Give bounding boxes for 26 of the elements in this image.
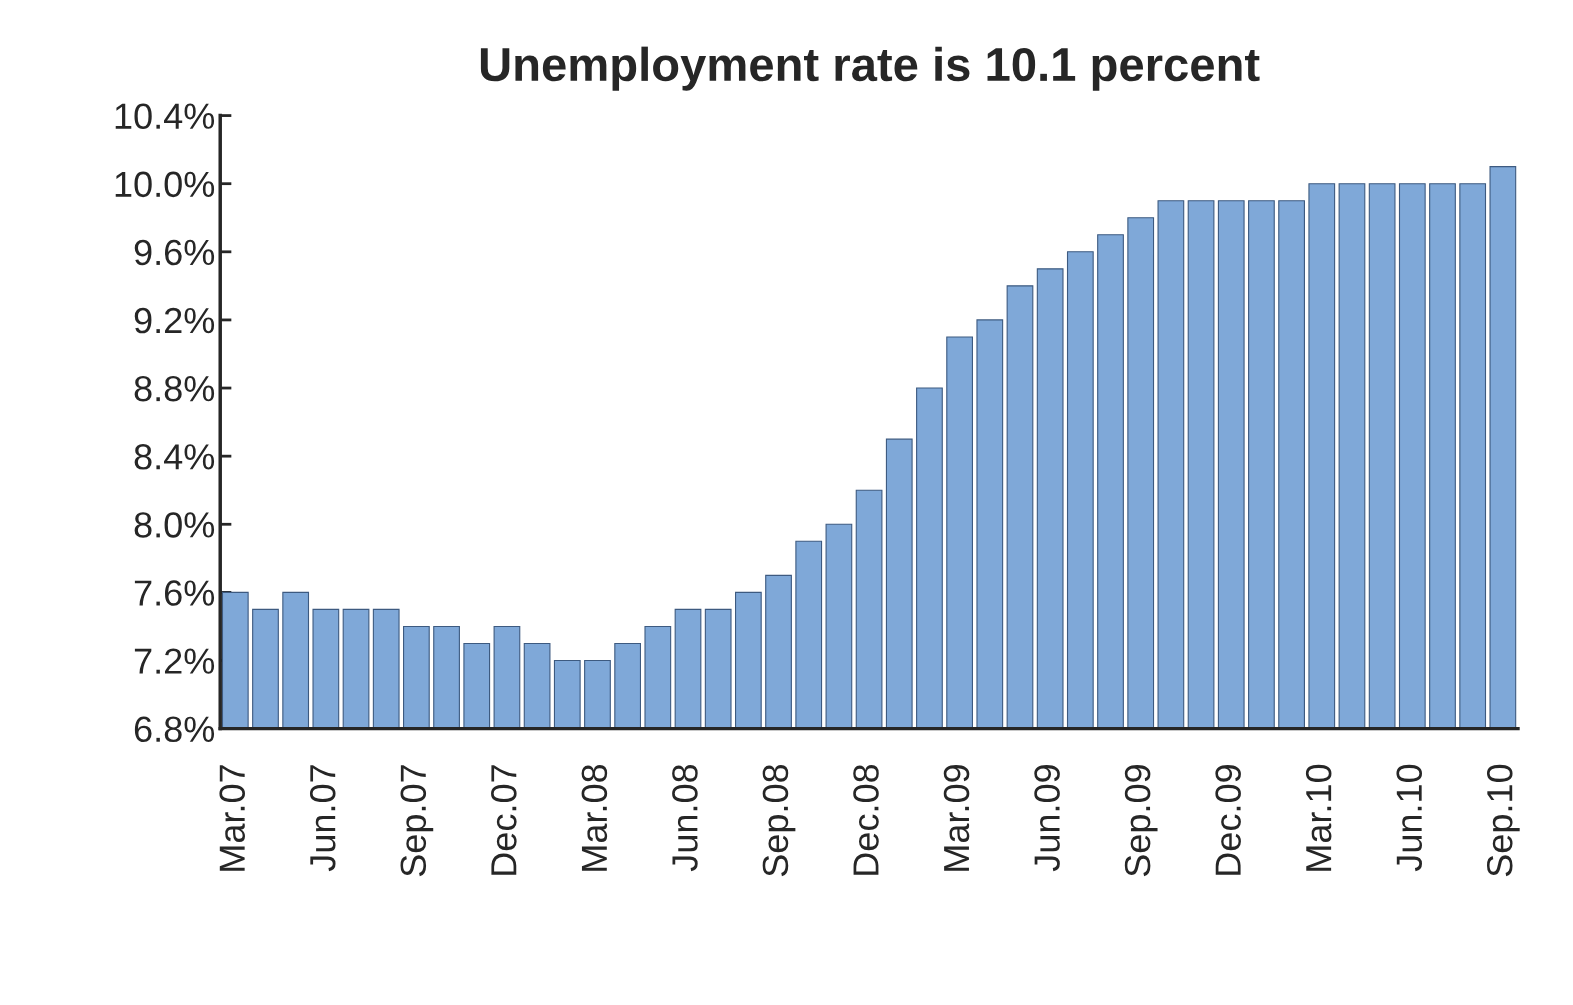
x-tick-label: Dec.07 xyxy=(491,765,517,875)
y-tick-label: 9.2% xyxy=(134,307,215,334)
y-tick-label: 9.6% xyxy=(134,239,215,266)
x-tick-label: Mar.09 xyxy=(943,765,970,871)
x-tick-label: Mar.07 xyxy=(219,765,245,871)
chart-title: Unemployment rate is 10.1 percent xyxy=(480,46,1260,91)
y-tick-label: 7.2% xyxy=(134,648,215,674)
x-tick-label: Sep.10 xyxy=(1486,764,1520,877)
y-tick-label: 10.0% xyxy=(115,171,215,198)
y-tick-label: 6.8% xyxy=(134,716,215,743)
x-tick-label: Dec.09 xyxy=(1215,765,1241,875)
y-tick-label: 7.6% xyxy=(134,580,215,606)
x-tick-label: Mar.10 xyxy=(1305,764,1332,871)
x-tick-label: Sep.07 xyxy=(400,765,434,877)
x-tick-label: Jun.10 xyxy=(1396,764,1423,872)
y-tick-label: 8.0% xyxy=(134,512,215,538)
x-tick-label: Jun.07 xyxy=(309,765,336,872)
y-tick-label: 8.8% xyxy=(134,375,215,402)
y-tick-label: 8.4% xyxy=(134,444,215,470)
x-tick-label: Sep.09 xyxy=(1124,765,1158,877)
x-tick-label: Sep.08 xyxy=(762,764,796,877)
x-tick-label: Jun.08 xyxy=(672,764,698,872)
x-tick-label: Jun.09 xyxy=(1034,765,1060,872)
y-tick-label: 10.4% xyxy=(115,103,215,130)
x-tick-label: Mar.08 xyxy=(581,764,608,871)
x-tick-label: Dec.08 xyxy=(853,764,879,875)
